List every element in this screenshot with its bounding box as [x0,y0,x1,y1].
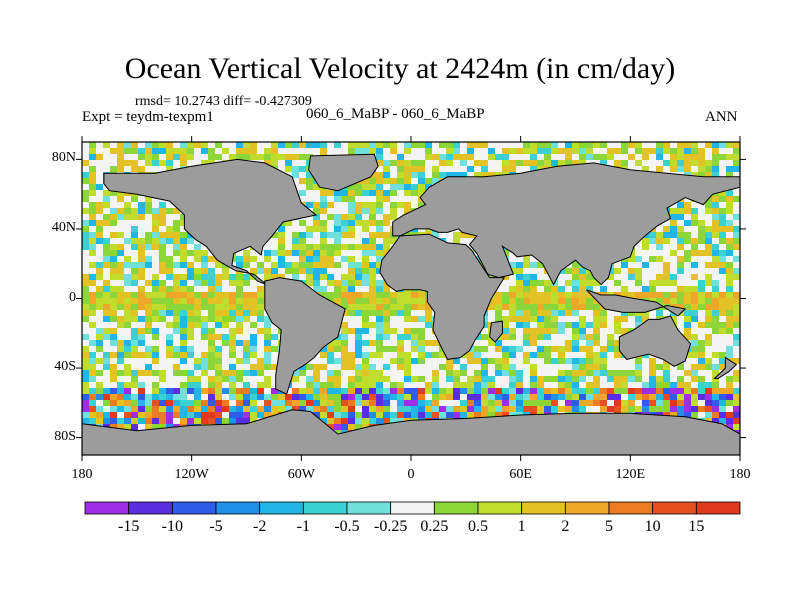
colorbar-swatch [521,501,566,515]
colorbar-swatch [346,501,392,515]
x-tick-label: 120W [174,467,209,482]
axis-ticks [76,136,746,461]
colorbar-swatch [84,501,130,515]
colorbar-swatch [171,501,217,515]
land-madagascar [489,320,503,343]
x-tick-label: 120E [615,467,646,482]
colorbar-level-label: 0.25 [420,518,449,535]
x-tick-label: 60E [509,467,532,482]
colorbar-level-label: 10 [644,518,661,535]
colorbar-swatch [302,501,348,515]
colorbar-level-label: 5 [605,518,613,535]
land-eurasia [392,162,740,286]
land-mask [82,153,740,455]
land-north-america [103,158,318,286]
colorbar-swatch [695,501,741,515]
y-tick-label: 0 [69,289,76,305]
land-africa [379,233,506,360]
x-tick-label: 0 [407,467,415,482]
colorbar-swatch [390,501,435,515]
colorbar-level-label: 15 [688,518,705,535]
colorbar-swatch [215,501,261,515]
colorbar-level-label: -5 [209,518,223,535]
colorbar-level-label: -2 [252,518,267,535]
colorbar-swatch [652,501,697,515]
experiment-label: Expt = teydm-texpm1 [82,109,214,125]
colorbar-level-label: -1 [296,518,310,535]
colorbar-swatch [608,501,654,515]
colorbar-level-label: -15 [117,518,140,535]
x-tick-label: 60W [287,467,315,482]
colorbar [84,501,741,515]
map-area [82,142,740,455]
land-antarctica [82,409,740,455]
chart-title: Ocean Vertical Velocity at 2424m (in cm/… [124,52,676,85]
colorbar-level-label: 0.5 [468,518,488,535]
land-south-america [264,277,346,395]
y-tick-label: 80S [54,428,76,444]
x-tick-label: 180 [71,467,93,482]
colorbar-level-label: 1 [517,518,526,535]
case-label: 060_6_MaBP - 060_6_MaBP [306,106,485,122]
land-australia [618,315,692,367]
colorbar-swatch [564,501,610,515]
colorbar-swatch [259,501,304,515]
colorbar-level-label: -0.25 [373,518,408,535]
stats-text: rmsd= 10.2743 diff= -0.427309 [135,94,312,109]
colorbar-level-label: -10 [161,518,183,535]
colorbar-swatch [477,501,523,515]
land-new-zealand [713,356,738,379]
colorbar-level-label: -0.5 [334,518,360,535]
y-tick-label: 80N [51,150,76,166]
land-indonesia [586,289,687,317]
x-tick-label: 180 [729,467,751,482]
colorbar-level-label: 2 [561,518,570,535]
y-tick-label: 40N [51,219,76,235]
colorbar-swatch [433,501,479,515]
colorbar-swatch [128,501,173,515]
land-greenland [308,153,379,192]
y-tick-label: 40S [54,359,76,375]
season-label: ANN [705,109,738,125]
